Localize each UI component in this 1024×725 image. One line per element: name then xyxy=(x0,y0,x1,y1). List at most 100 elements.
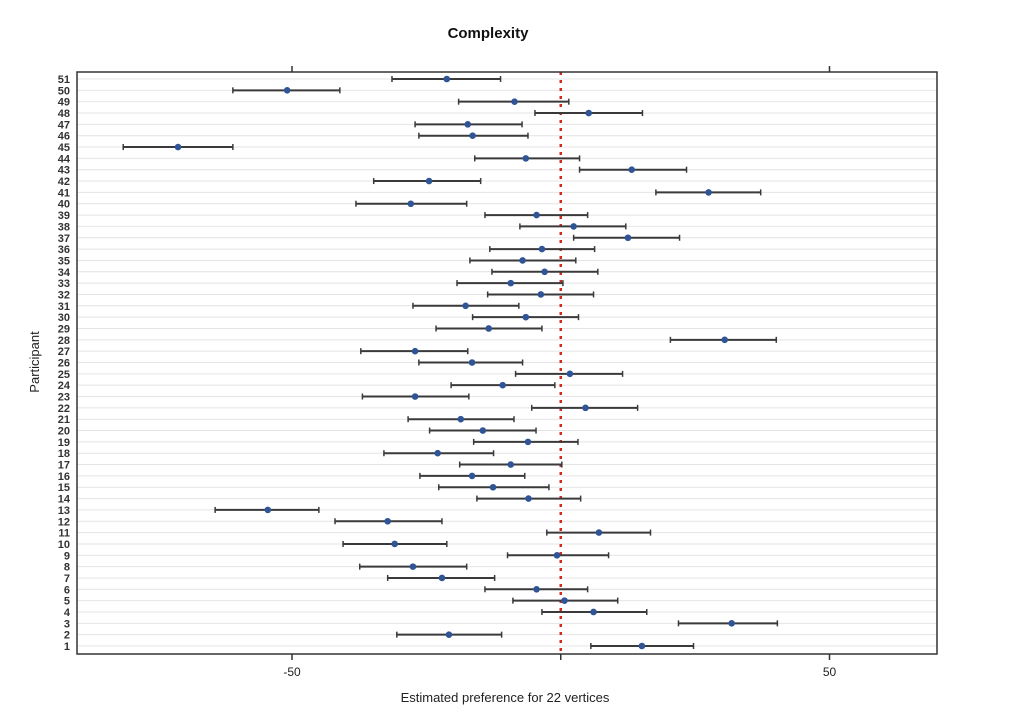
participant-15 xyxy=(437,483,550,491)
estimate-point xyxy=(590,608,597,616)
y-tick-label: 35 xyxy=(58,255,70,267)
y-tick-label: 44 xyxy=(58,153,71,165)
y-tick-label: 37 xyxy=(58,233,70,245)
y-tick-labels: 1234567891011121314151617181920212223242… xyxy=(58,74,71,653)
y-tick-label: 17 xyxy=(58,460,70,472)
y-tick-label: 6 xyxy=(64,584,70,596)
estimate-point xyxy=(533,211,540,219)
gridlines xyxy=(77,78,937,647)
x-axis: -50 50 xyxy=(283,66,836,679)
x-axis-label: Estimated preference for 22 vertices xyxy=(401,690,610,705)
participant-21 xyxy=(407,415,515,423)
y-tick-label: 9 xyxy=(64,550,70,562)
participant-36 xyxy=(489,245,596,253)
y-tick-label: 45 xyxy=(58,142,70,154)
participant-4 xyxy=(541,608,648,616)
estimate-point xyxy=(264,506,272,514)
y-tick-label: 22 xyxy=(58,403,70,415)
participant-1 xyxy=(590,642,695,650)
participant-27 xyxy=(360,347,469,355)
participant-29 xyxy=(435,325,543,332)
y-tick-label: 46 xyxy=(58,131,70,143)
estimate-point xyxy=(489,483,497,491)
participant-31 xyxy=(412,302,520,310)
estimate-point xyxy=(538,245,546,253)
estimate-point xyxy=(485,325,493,332)
participant-30 xyxy=(471,313,580,321)
participant-41 xyxy=(655,189,762,196)
y-tick-label: 16 xyxy=(58,471,70,483)
y-tick-label: 48 xyxy=(58,108,70,120)
y-tick-label: 5 xyxy=(64,596,70,608)
y-tick-label: 24 xyxy=(58,380,71,392)
y-tick-label: 1 xyxy=(64,641,70,653)
y-tick-label: 26 xyxy=(58,358,70,370)
participant-39 xyxy=(484,211,589,219)
estimate-point xyxy=(585,109,592,117)
y-tick-label: 21 xyxy=(58,414,70,426)
y-tick-label: 47 xyxy=(58,119,70,131)
estimate-point xyxy=(507,461,515,468)
participant-16 xyxy=(419,472,526,480)
estimate-point xyxy=(533,586,540,593)
estimate-point xyxy=(425,177,433,185)
y-tick-label: 43 xyxy=(58,165,70,177)
participant-5 xyxy=(512,597,619,604)
estimate-point xyxy=(525,495,532,502)
y-tick-label: 13 xyxy=(58,505,70,517)
estimate-point xyxy=(561,597,568,604)
participant-18 xyxy=(383,449,495,457)
estimate-point xyxy=(628,166,635,174)
y-tick-label: 20 xyxy=(58,426,70,438)
y-tick-label: 31 xyxy=(58,301,70,313)
y-tick-label: 40 xyxy=(58,199,70,211)
estimate-point xyxy=(541,268,548,276)
y-tick-label: 11 xyxy=(58,528,70,540)
estimate-point xyxy=(582,404,589,412)
estimate-point xyxy=(464,121,472,128)
participant-44 xyxy=(474,155,581,162)
participant-45 xyxy=(122,143,234,151)
y-tick-label: 7 xyxy=(64,573,70,585)
participant-17 xyxy=(458,461,563,468)
y-tick-label: 27 xyxy=(58,346,70,358)
participant-32 xyxy=(486,291,595,298)
y-tick-label: 33 xyxy=(58,278,70,290)
estimate-point xyxy=(434,449,441,457)
participant-43 xyxy=(578,166,688,174)
estimate-point xyxy=(705,189,712,196)
participant-26 xyxy=(418,359,524,366)
plot-frame xyxy=(76,71,938,655)
y-tick-label: 32 xyxy=(58,289,70,301)
estimate-point xyxy=(522,313,530,321)
y-tick-label: 36 xyxy=(58,244,70,256)
y-tick-label: 50 xyxy=(58,85,70,97)
y-tick-label: 29 xyxy=(58,323,70,335)
participant-23 xyxy=(361,393,470,400)
participant-50 xyxy=(232,87,341,94)
y-axis-label: Participant xyxy=(27,331,42,393)
y-tick-label: 38 xyxy=(58,221,70,233)
estimate-point xyxy=(721,336,728,344)
participant-12 xyxy=(334,517,443,525)
estimate-point xyxy=(624,234,632,242)
participant-48 xyxy=(534,109,644,117)
participant-34 xyxy=(491,268,599,276)
y-tick-label: 34 xyxy=(58,267,71,279)
participant-25 xyxy=(514,370,624,378)
y-tick-label: 28 xyxy=(58,335,70,347)
estimate-point xyxy=(468,359,476,366)
estimate-point xyxy=(468,472,476,480)
x-tick-label: 50 xyxy=(823,665,837,679)
y-tick-label: 18 xyxy=(58,448,70,460)
estimate-point xyxy=(524,438,532,446)
y-tick-label: 41 xyxy=(58,187,70,199)
y-tick-label: 30 xyxy=(58,312,70,324)
participant-6 xyxy=(484,586,589,593)
y-tick-label: 39 xyxy=(58,210,70,222)
y-tick-label: 25 xyxy=(58,369,70,381)
participant-9 xyxy=(506,551,610,559)
estimate-point xyxy=(174,143,182,151)
y-tick-label: 2 xyxy=(64,630,70,642)
participant-49 xyxy=(457,98,570,105)
